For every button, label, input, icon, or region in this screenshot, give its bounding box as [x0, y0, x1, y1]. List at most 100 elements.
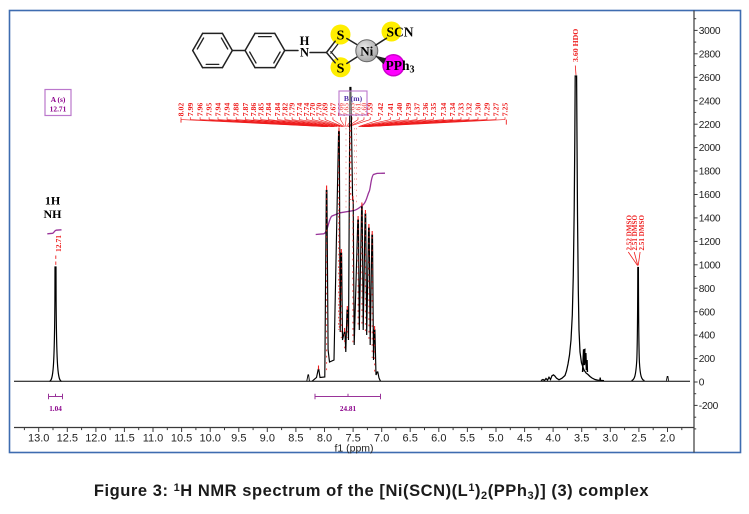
svg-text:12.0: 12.0 [85, 433, 106, 445]
svg-text:7.85: 7.85 [256, 103, 265, 117]
svg-text:Figure 3: 1H NMR spectrum of t: Figure 3: 1H NMR spectrum of the [Ni(SCN… [94, 482, 650, 502]
svg-text:7.84: 7.84 [273, 103, 282, 117]
svg-text:9.0: 9.0 [260, 433, 275, 445]
svg-text:A (s): A (s) [51, 95, 66, 104]
svg-text:12.71: 12.71 [54, 235, 63, 252]
svg-text:7.34: 7.34 [439, 103, 448, 117]
svg-text:1000: 1000 [699, 260, 721, 271]
svg-text:S: S [337, 61, 345, 76]
svg-text:7.94: 7.94 [214, 103, 223, 117]
svg-text:SCN: SCN [387, 25, 414, 40]
svg-text:7.27: 7.27 [492, 103, 501, 117]
svg-text:H: H [300, 34, 310, 48]
svg-text:24.81: 24.81 [340, 405, 357, 413]
svg-text:7.86: 7.86 [249, 103, 258, 117]
svg-text:2600: 2600 [699, 73, 721, 84]
svg-text:7.74: 7.74 [302, 103, 311, 117]
svg-text:7.34: 7.34 [448, 103, 457, 117]
svg-text:7.61: 7.61 [354, 103, 363, 117]
svg-text:2200: 2200 [699, 120, 721, 131]
svg-text:PPh3: PPh3 [386, 58, 415, 76]
svg-text:5.0: 5.0 [488, 433, 503, 445]
svg-text:3000: 3000 [699, 26, 721, 37]
svg-text:7.59: 7.59 [366, 103, 375, 117]
svg-text:2800: 2800 [699, 49, 721, 60]
svg-text:7.69: 7.69 [321, 103, 330, 117]
svg-text:7.36: 7.36 [421, 103, 430, 117]
svg-text:7.84: 7.84 [264, 103, 273, 117]
svg-text:4.5: 4.5 [517, 433, 532, 445]
svg-text:7.67: 7.67 [328, 103, 337, 117]
svg-text:7.96: 7.96 [196, 103, 205, 117]
svg-text:8.02: 8.02 [177, 103, 186, 117]
svg-text:7.33: 7.33 [457, 103, 466, 117]
svg-text:1400: 1400 [699, 214, 721, 225]
svg-text:1600: 1600 [699, 190, 721, 201]
svg-text:7.66: 7.66 [336, 103, 345, 117]
svg-text:3.60 HDO: 3.60 HDO [571, 29, 580, 62]
svg-text:7.95: 7.95 [205, 103, 214, 117]
svg-text:2.51 DMSO: 2.51 DMSO [638, 215, 646, 251]
svg-text:6.0: 6.0 [431, 433, 446, 445]
svg-text:7.41: 7.41 [386, 103, 395, 117]
svg-text:1H: 1H [45, 194, 61, 208]
svg-text:2.51 DMSO: 2.51 DMSO [631, 215, 639, 251]
svg-text:7.5: 7.5 [345, 433, 360, 445]
svg-text:2000: 2000 [699, 143, 721, 154]
svg-text:7.37: 7.37 [413, 103, 422, 117]
svg-text:1800: 1800 [699, 167, 721, 178]
svg-text:NH: NH [44, 207, 63, 221]
svg-text:7.25: 7.25 [501, 103, 510, 117]
svg-text:2400: 2400 [699, 96, 721, 107]
svg-text:S: S [337, 29, 345, 44]
svg-text:600: 600 [699, 307, 716, 318]
svg-text:12.5: 12.5 [57, 433, 78, 445]
svg-text:-200: -200 [699, 401, 719, 412]
svg-text:8.0: 8.0 [317, 433, 332, 445]
svg-text:12.71: 12.71 [50, 105, 67, 114]
svg-text:7.65: 7.65 [342, 103, 351, 117]
svg-text:7.99: 7.99 [186, 103, 195, 117]
svg-text:3.5: 3.5 [574, 433, 589, 445]
svg-text:13.0: 13.0 [28, 433, 49, 445]
svg-text:9.5: 9.5 [231, 433, 246, 445]
svg-text:1200: 1200 [699, 237, 721, 248]
svg-text:1.04: 1.04 [49, 405, 62, 413]
svg-text:7.29: 7.29 [483, 103, 492, 117]
svg-text:7.70: 7.70 [308, 103, 317, 117]
svg-text:2.5: 2.5 [631, 433, 646, 445]
svg-text:5.5: 5.5 [460, 433, 475, 445]
svg-text:2.52 DMSO: 2.52 DMSO [625, 215, 633, 251]
svg-text:200: 200 [699, 354, 716, 365]
svg-text:800: 800 [699, 284, 716, 295]
svg-text:B (m): B (m) [344, 94, 363, 103]
svg-text:7.74: 7.74 [295, 103, 304, 117]
svg-text:6.5: 6.5 [403, 433, 418, 445]
svg-text:7.82: 7.82 [280, 103, 289, 117]
svg-text:0: 0 [699, 378, 705, 389]
svg-text:7.87: 7.87 [241, 103, 250, 117]
svg-text:10.0: 10.0 [199, 433, 220, 445]
svg-text:7.60: 7.60 [360, 103, 369, 117]
svg-text:7.40: 7.40 [395, 103, 404, 117]
svg-text:11.5: 11.5 [114, 433, 135, 445]
svg-text:7.94: 7.94 [223, 103, 232, 117]
svg-text:2.0: 2.0 [660, 433, 675, 445]
svg-text:8.5: 8.5 [288, 433, 303, 445]
svg-text:400: 400 [699, 331, 716, 342]
svg-text:Ni: Ni [360, 43, 373, 58]
svg-text:7.35: 7.35 [429, 103, 438, 117]
svg-text:f1 (ppm): f1 (ppm) [334, 443, 373, 455]
svg-text:10.5: 10.5 [171, 433, 192, 445]
svg-text:7.79: 7.79 [288, 103, 297, 117]
svg-text:7.70: 7.70 [315, 103, 324, 117]
svg-text:7.88: 7.88 [232, 103, 241, 117]
svg-text:11.0: 11.0 [143, 433, 164, 445]
svg-text:7.39: 7.39 [404, 103, 413, 117]
svg-text:3.0: 3.0 [603, 433, 618, 445]
svg-text:7.0: 7.0 [374, 433, 389, 445]
svg-text:7.63: 7.63 [348, 103, 357, 117]
svg-text:4.0: 4.0 [545, 433, 560, 445]
svg-text:7.32: 7.32 [465, 103, 474, 117]
svg-text:7.30: 7.30 [474, 103, 483, 117]
